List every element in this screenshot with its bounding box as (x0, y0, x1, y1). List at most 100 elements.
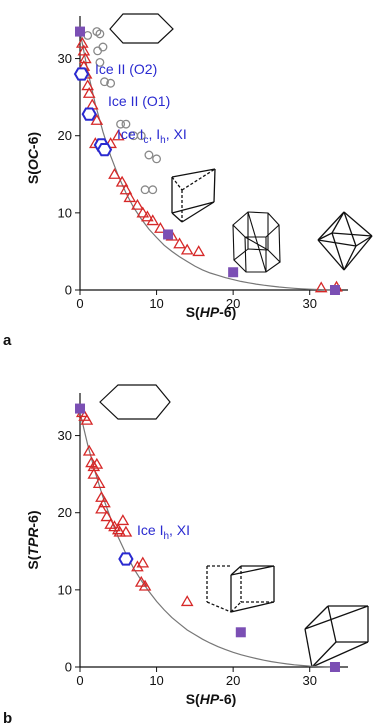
circle-point (116, 119, 126, 129)
triangle-point (180, 595, 194, 607)
hexagon-icon (99, 384, 171, 420)
triangle-point (131, 560, 144, 572)
label-part: -6) (219, 691, 236, 707)
hexagon-point (73, 67, 90, 81)
triangle-point (111, 129, 125, 141)
annotation-ice-ic-ih-xi: Ice Ic, Ih, XI (117, 126, 187, 146)
circle-point (148, 185, 158, 195)
trigonal-prism-icon (171, 168, 216, 223)
triangle-point (79, 52, 92, 64)
trigonal-prism-icon (304, 605, 369, 668)
annotation-part: Ice I (137, 522, 163, 538)
triangle-point (119, 183, 133, 195)
square-point (228, 267, 239, 278)
panel-letter-a: a (3, 332, 12, 349)
square-point (75, 403, 85, 414)
triangle-point (113, 525, 127, 537)
triangle-point (90, 113, 104, 125)
annotation-part: , XI (169, 522, 190, 538)
triangle-point (141, 210, 154, 222)
label-part: -6) (25, 132, 41, 149)
y-tick-label: 20 (58, 505, 72, 520)
label-part: -6) (219, 304, 236, 320)
x-tick-label: 10 (149, 673, 163, 688)
y-axis-label-a: S(OC-6) (25, 132, 41, 184)
label-part: S( (186, 304, 200, 320)
fit-curve (79, 31, 336, 291)
label-part: -6) (25, 510, 41, 527)
triangle-point (180, 243, 194, 255)
circle-point (95, 57, 105, 67)
triangle-point (95, 502, 108, 514)
hexagonal-prism-icon (232, 211, 281, 273)
trigonal-prism-icon (206, 565, 275, 613)
x-axis-label-b: S(HP-6) (186, 691, 237, 707)
hexagon-point (118, 552, 134, 566)
triangle-point (131, 198, 144, 210)
x-tick-label: 0 (76, 673, 83, 688)
triangle-point (92, 477, 106, 489)
triangle-point (108, 167, 121, 179)
label-part: OC (25, 148, 41, 170)
plot-area-a: 0 10 20 30 0 10 20 30 (58, 16, 348, 311)
square-point (75, 26, 85, 37)
triangle-point (75, 36, 89, 48)
circle-point (93, 46, 103, 56)
circle-point (98, 42, 108, 52)
triangle-point (136, 556, 150, 568)
triangle-point (314, 281, 328, 293)
annotation-ice-ii-o2: Ice II (O2) (95, 61, 157, 77)
annotation-sub: h (160, 135, 166, 146)
triangle-point (95, 490, 108, 502)
square-point (329, 285, 340, 295)
square-point (235, 627, 246, 638)
square-point (163, 229, 174, 240)
x-tick-label: 30 (302, 296, 316, 311)
annotation-sub: c (143, 135, 148, 146)
label-part: HP (200, 304, 220, 320)
triangle-point (90, 457, 104, 469)
annotation-part: Ice I (117, 126, 143, 142)
circle-point (136, 131, 146, 141)
circle-point (144, 150, 154, 160)
triangle-point (77, 44, 91, 56)
annotation-ice-ih-xi: Ice Ih, XI (137, 522, 190, 542)
x-tick-label: 20 (226, 296, 240, 311)
x-tick-label: 20 (226, 673, 240, 688)
annotation-part: , XI (166, 126, 187, 142)
circle-point (140, 185, 150, 195)
triangle-point (115, 175, 129, 187)
x-axis-label-a: S(HP-6) (186, 304, 237, 320)
triangle-point (119, 525, 133, 537)
hexagon-point (96, 143, 113, 157)
triangle-point (134, 575, 148, 587)
plot-area-b: 0 10 20 30 0 10 20 30 (58, 393, 348, 688)
octahedron-icon (317, 211, 373, 271)
x-tick-label: 0 (76, 296, 83, 311)
label-part: S( (25, 555, 41, 569)
triangle-point (100, 510, 114, 522)
panel-letter-b: b (3, 710, 12, 727)
y-tick-label: 30 (58, 51, 72, 66)
triangle-point (80, 413, 94, 425)
label-part: S( (186, 691, 200, 707)
circle-point (95, 29, 105, 39)
triangle-point (146, 214, 160, 226)
y-tick-label: 10 (58, 582, 72, 597)
hexagon-icon (109, 13, 174, 44)
label-part: HP (200, 691, 220, 707)
triangle-point (136, 206, 150, 218)
annotation-part: , I (148, 126, 160, 142)
triangle-point (81, 79, 94, 91)
circle-point (152, 154, 162, 164)
y-tick-label: 30 (58, 428, 72, 443)
triangle-point (116, 514, 130, 526)
hexagon-point (81, 107, 97, 121)
square-point (329, 662, 340, 672)
label-part: S( (25, 170, 41, 184)
triangle-point (98, 496, 111, 508)
x-tick-label: 10 (149, 296, 163, 311)
triangle-point (173, 237, 186, 249)
